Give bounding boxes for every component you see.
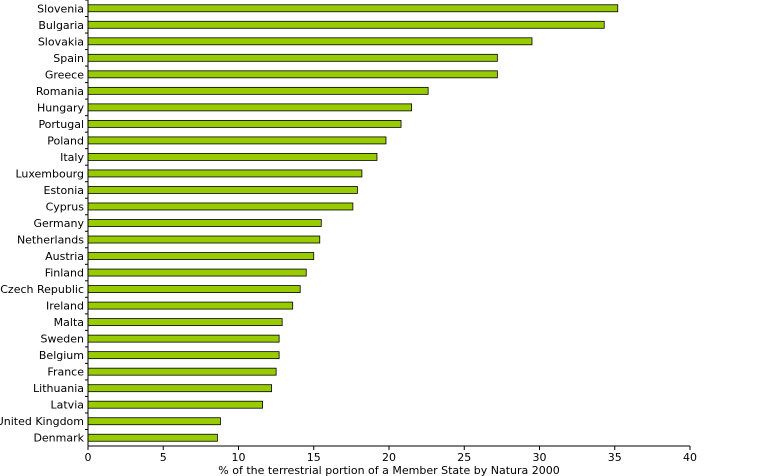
bar-ireland — [87, 301, 294, 310]
bar-slovakia — [87, 37, 533, 46]
bar-sweden — [87, 334, 280, 343]
x-tick-label: 0 — [85, 451, 92, 464]
bar-hungary — [87, 103, 412, 112]
bar-poland — [87, 136, 387, 145]
category-label: Slovakia — [38, 35, 84, 48]
category-label: Belgium — [39, 349, 84, 362]
bar-slovenia — [87, 4, 619, 13]
x-tick-label: 40 — [683, 451, 697, 464]
bar-cyprus — [87, 202, 354, 211]
bar-bulgaria — [87, 20, 605, 29]
bar-malta — [87, 318, 283, 327]
bar-latvia — [87, 400, 263, 409]
category-label: Bulgaria — [38, 19, 84, 32]
category-label: Portugal — [38, 118, 84, 131]
category-label: Latvia — [51, 399, 85, 412]
category-label: Luxembourg — [15, 167, 84, 180]
x-tick-label: 10 — [232, 451, 246, 464]
category-label: Austria — [45, 250, 84, 263]
bar-italy — [87, 153, 378, 161]
x-axis-label: % of the terrestrial portion of a Member… — [218, 464, 559, 476]
category-label: Lithuania — [33, 382, 84, 395]
x-tick-label: 15 — [307, 451, 321, 464]
x-tick-label: 30 — [533, 451, 547, 464]
category-label: Romania — [36, 85, 84, 98]
category-label: Italy — [60, 151, 84, 164]
bar-portugal — [87, 119, 402, 128]
category-label: United Kingdom — [0, 415, 84, 428]
category-label: Czech Republic — [0, 283, 84, 296]
category-label: France — [47, 366, 84, 379]
category-label: Ireland — [46, 300, 84, 313]
bar-lithuania — [87, 384, 273, 393]
bar-united-kingdom — [87, 417, 221, 426]
category-labels: Slovenia Bulgaria Slovakia Spain Greece Roman… — [0, 0, 88, 445]
bar-czech-republic — [87, 285, 301, 293]
bar-spain — [87, 53, 498, 62]
bar-france — [87, 367, 277, 376]
category-label: Malta — [54, 316, 84, 329]
x-tick-label: 35 — [608, 451, 622, 464]
x-ticks: 0 5 10 15 20 25 30 35 40 — [85, 446, 697, 464]
x-tick-label: 25 — [457, 451, 471, 464]
bar-austria — [87, 252, 315, 260]
bar-luxembourg — [87, 169, 363, 178]
bar-denmark — [87, 433, 218, 442]
bar-belgium — [87, 351, 280, 360]
category-label: Spain — [53, 52, 84, 65]
category-label: Estonia — [44, 184, 85, 197]
category-label: Poland — [47, 134, 84, 147]
category-label: Netherlands — [17, 234, 84, 247]
bar-germany — [87, 219, 322, 227]
bar-netherlands — [87, 235, 321, 244]
bars-group — [87, 4, 619, 442]
category-label: Greece — [45, 68, 84, 81]
bar-finland — [87, 268, 307, 277]
bar-greece — [87, 70, 498, 79]
category-label: Finland — [45, 267, 84, 280]
bar-romania — [87, 86, 429, 95]
category-label: Sweden — [41, 333, 84, 346]
category-label: Slovenia — [37, 2, 84, 15]
category-label: Cyprus — [46, 200, 85, 213]
category-label: Germany — [33, 217, 84, 230]
bar-estonia — [87, 186, 358, 194]
x-tick-label: 20 — [382, 451, 396, 464]
category-label: Hungary — [37, 101, 84, 114]
x-tick-label: 5 — [160, 451, 167, 464]
category-label: Denmark — [33, 432, 84, 445]
